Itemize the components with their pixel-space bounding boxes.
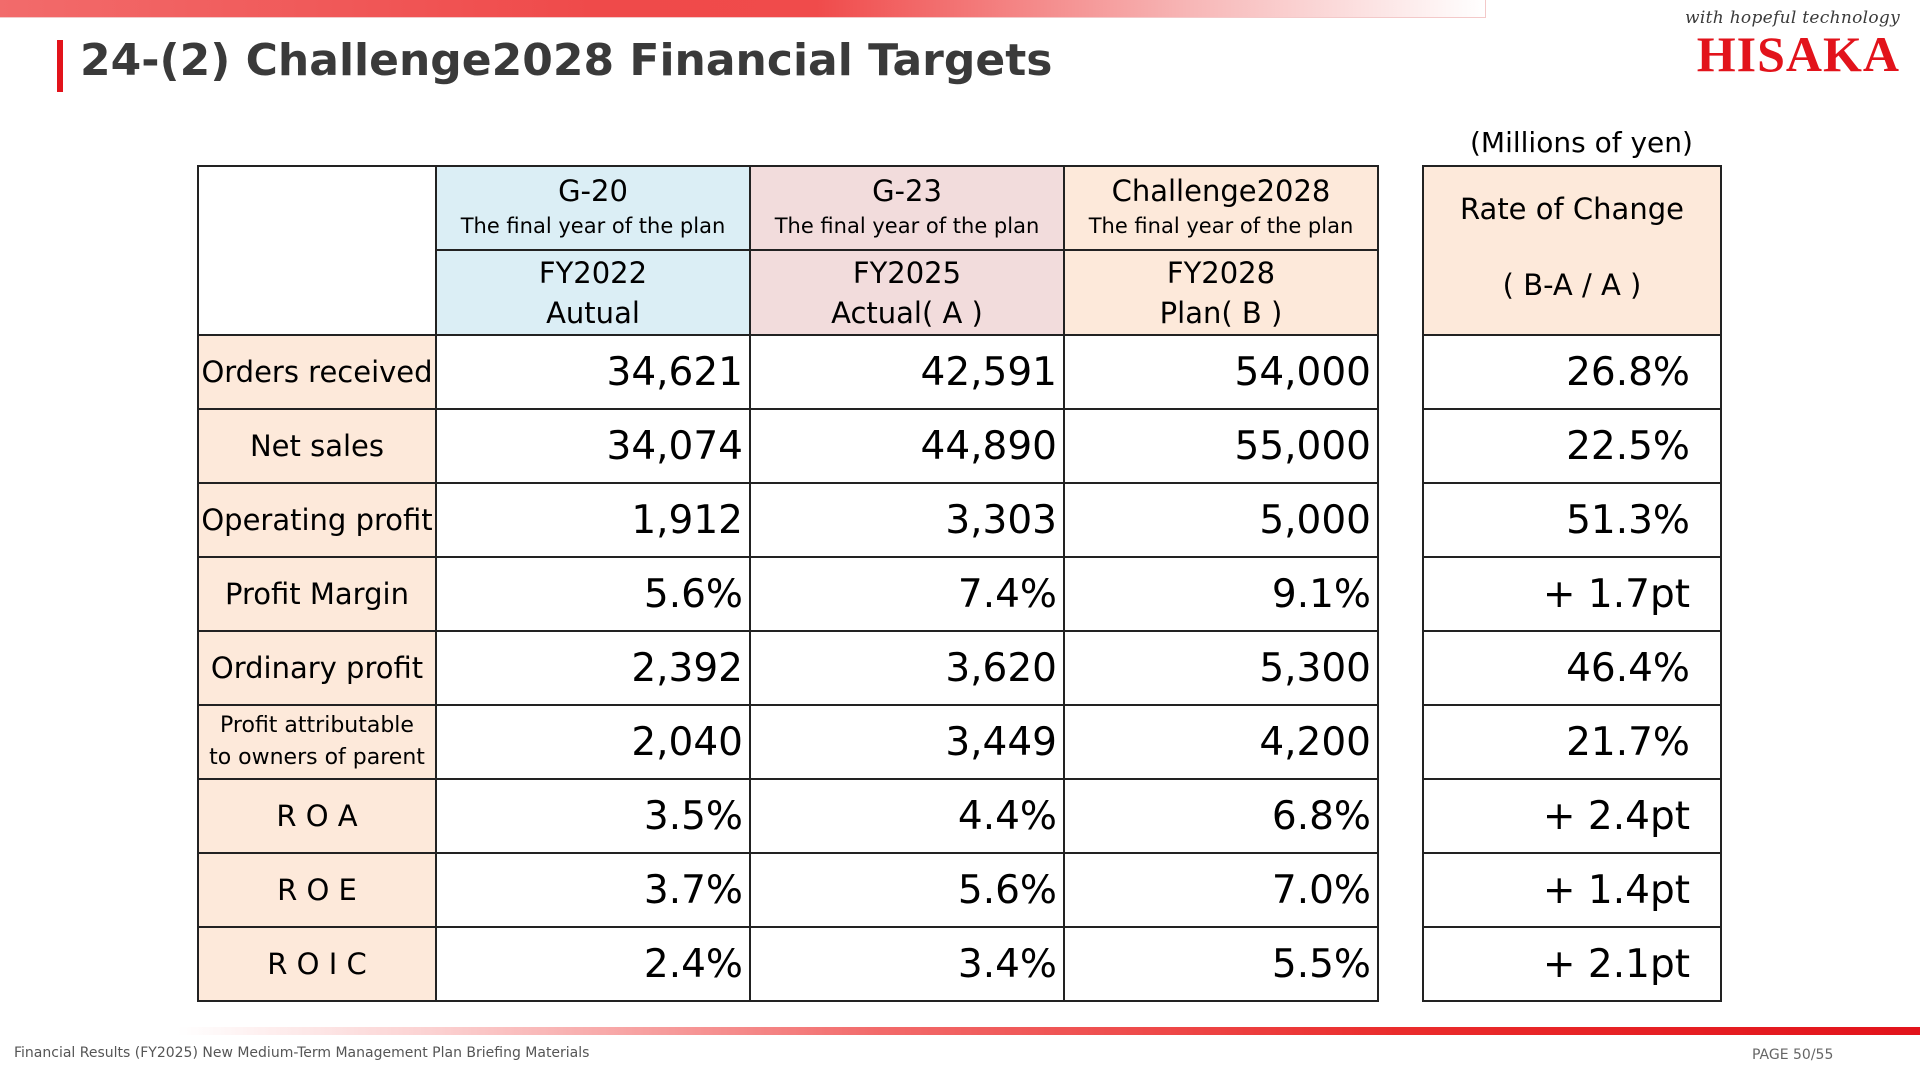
- value-cell: 9.1%: [1063, 556, 1379, 632]
- row-label: R O I C: [197, 926, 437, 1002]
- table-row: Profit Margin 5.6% 7.4% 9.1%: [197, 556, 1379, 632]
- rate-header-formula: ( B-A / A ): [1502, 267, 1642, 302]
- table-row: R O A 3.5% 4.4% 6.8%: [197, 778, 1379, 854]
- page-number: PAGE 50/55: [1752, 1047, 1834, 1063]
- corner-cell: [197, 165, 437, 336]
- plan-name: G-20: [558, 174, 628, 208]
- rate-cell: + 1.4pt: [1422, 852, 1722, 928]
- row-label: Ordinary profit: [197, 630, 437, 706]
- value-cell: 5.5%: [1063, 926, 1379, 1002]
- value-cell: 3.5%: [435, 778, 751, 854]
- table-row: Profit attributable to owners of parent …: [197, 704, 1379, 780]
- footer-document-title: Financial Results (FY2025) New Medium-Te…: [14, 1045, 590, 1061]
- fiscal-year: FY2022: [538, 255, 648, 290]
- header-g23: G-23 The final year of the plan: [749, 165, 1065, 251]
- value-cell: 7.0%: [1063, 852, 1379, 928]
- value-cell: 54,000: [1063, 334, 1379, 410]
- figure-type: Actual( A ): [831, 295, 983, 330]
- row-label: Profit attributable to owners of parent: [197, 704, 437, 780]
- table-row: + 2.1pt: [1422, 926, 1722, 1002]
- logo-brand: HISAKA: [1696, 26, 1900, 82]
- table-row: R O E 3.7% 5.6% 7.0%: [197, 852, 1379, 928]
- value-cell: 2,392: [435, 630, 751, 706]
- value-cell: 3,620: [749, 630, 1065, 706]
- table-row: 26.8%: [1422, 334, 1722, 410]
- table-row: Orders received 34,621 42,591 54,000: [197, 334, 1379, 410]
- bottom-accent-bar: [178, 1027, 1920, 1035]
- row-label: Operating profit: [197, 482, 437, 558]
- plan-name: Challenge2028: [1111, 174, 1331, 208]
- row-label: Profit Margin: [197, 556, 437, 632]
- fiscal-year: FY2028: [1166, 255, 1276, 290]
- header-fy2025: FY2025 Actual( A ): [749, 249, 1065, 336]
- row-label: Orders received: [197, 334, 437, 410]
- table-row: 22.5%: [1422, 408, 1722, 484]
- figure-type: Plan( B ): [1159, 295, 1283, 330]
- table-row: Operating profit 1,912 3,303 5,000: [197, 482, 1379, 558]
- table-row: + 1.7pt: [1422, 556, 1722, 632]
- value-cell: 6.8%: [1063, 778, 1379, 854]
- rate-cell: 21.7%: [1422, 704, 1722, 780]
- value-cell: 34,621: [435, 334, 751, 410]
- rate-cell: 26.8%: [1422, 334, 1722, 410]
- table-row: 51.3%: [1422, 482, 1722, 558]
- table-row: Net sales 34,074 44,890 55,000: [197, 408, 1379, 484]
- row-label-line: Profit attributable: [220, 713, 414, 738]
- value-cell: 5.6%: [749, 852, 1065, 928]
- value-cell: 2,040: [435, 704, 751, 780]
- value-cell: 42,591: [749, 334, 1065, 410]
- value-cell: 3.4%: [749, 926, 1065, 1002]
- table-row: + 1.4pt: [1422, 852, 1722, 928]
- value-cell: 2.4%: [435, 926, 751, 1002]
- header-g20: G-20 The final year of the plan: [435, 165, 751, 251]
- value-cell: 34,074: [435, 408, 751, 484]
- plan-note: The final year of the plan: [774, 214, 1040, 238]
- table-row: + 2.4pt: [1422, 778, 1722, 854]
- unit-note: (Millions of yen): [1470, 126, 1693, 159]
- rate-cell: 51.3%: [1422, 482, 1722, 558]
- rate-cell: + 2.4pt: [1422, 778, 1722, 854]
- value-cell: 55,000: [1063, 408, 1379, 484]
- rate-header: Rate of Change ( B-A / A ): [1422, 165, 1722, 336]
- table-row: Ordinary profit 2,392 3,620 5,300: [197, 630, 1379, 706]
- rate-cell: 46.4%: [1422, 630, 1722, 706]
- table-row: R O I C 2.4% 3.4% 5.5%: [197, 926, 1379, 1002]
- value-cell: 5,300: [1063, 630, 1379, 706]
- rate-cell: + 1.7pt: [1422, 556, 1722, 632]
- company-logo: with hopeful technology HISAKA: [1685, 8, 1900, 82]
- header-fy2022: FY2022 Autual: [435, 249, 751, 336]
- rate-header-title: Rate of Change: [1460, 191, 1684, 226]
- header-fy2028: FY2028 Plan( B ): [1063, 249, 1379, 336]
- plan-note: The final year of the plan: [1088, 214, 1354, 238]
- value-cell: 5,000: [1063, 482, 1379, 558]
- row-label: R O E: [197, 852, 437, 928]
- table-row: 46.4%: [1422, 630, 1722, 706]
- logo-tagline: with hopeful technology: [1685, 8, 1900, 28]
- plan-name: G-23: [872, 174, 942, 208]
- rate-cell: + 2.1pt: [1422, 926, 1722, 1002]
- value-cell: 1,912: [435, 482, 751, 558]
- header-challenge2028: Challenge2028 The final year of the plan: [1063, 165, 1379, 251]
- top-accent-bar: [0, 0, 1486, 18]
- value-cell: 5.6%: [435, 556, 751, 632]
- page-title: 24-(2) Challenge2028 Financial Targets: [80, 35, 1053, 86]
- fiscal-year: FY2025: [852, 255, 962, 290]
- value-cell: 3.7%: [435, 852, 751, 928]
- financial-targets-table: G-20 The final year of the plan G-23 The…: [197, 165, 1379, 1002]
- rate-of-change-table: Rate of Change ( B-A / A ) 26.8% 22.5% 5…: [1422, 165, 1722, 1002]
- plan-note: The final year of the plan: [460, 214, 726, 238]
- rate-cell: 22.5%: [1422, 408, 1722, 484]
- row-label: R O A: [197, 778, 437, 854]
- row-label-line: to owners of parent: [209, 745, 425, 770]
- table-row: 21.7%: [1422, 704, 1722, 780]
- value-cell: 3,303: [749, 482, 1065, 558]
- value-cell: 4,200: [1063, 704, 1379, 780]
- figure-type: Autual: [546, 295, 640, 330]
- value-cell: 4.4%: [749, 778, 1065, 854]
- value-cell: 7.4%: [749, 556, 1065, 632]
- value-cell: 3,449: [749, 704, 1065, 780]
- title-accent-mark: [57, 40, 63, 92]
- value-cell: 44,890: [749, 408, 1065, 484]
- row-label: Net sales: [197, 408, 437, 484]
